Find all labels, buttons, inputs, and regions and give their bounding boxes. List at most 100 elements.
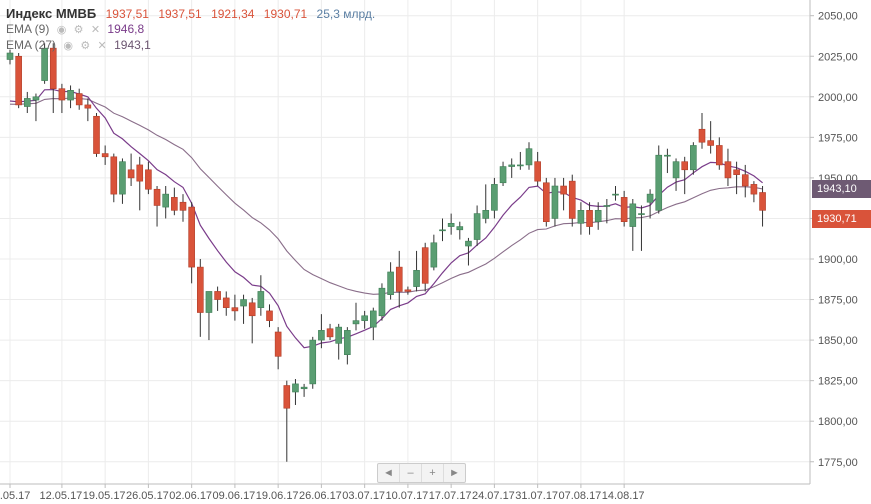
candle — [75, 88, 83, 110]
candle — [309, 336, 317, 389]
candle-body — [447, 223, 455, 227]
ema27-price-tag: 1943,10 — [812, 180, 871, 199]
candle — [171, 187, 178, 216]
ema9-label: EMA (9) — [6, 22, 50, 36]
gear-icon[interactable]: ⚙ — [80, 40, 91, 52]
candle — [127, 153, 135, 187]
candle — [421, 242, 429, 292]
candle-body — [335, 326, 343, 344]
zoom-out-button[interactable]: – — [400, 464, 422, 482]
gear-icon[interactable]: ⚙ — [73, 24, 84, 36]
candle-body — [517, 164, 524, 167]
candle-body — [326, 328, 334, 338]
candle — [525, 142, 533, 170]
candle-body — [698, 128, 706, 143]
candle-body — [542, 182, 550, 222]
candle-body — [655, 154, 663, 211]
high-value: 1937,51 — [158, 7, 202, 21]
legend-ema27-row: EMA (27) ◉ ⚙ ✕ 1943,1 — [6, 38, 375, 54]
legend-main-row: Индекс ММВБ 1937,51 1937,51 1921,34 1930… — [6, 6, 375, 22]
candle-body — [387, 271, 394, 295]
candle-body — [162, 193, 169, 208]
candle-body — [119, 161, 126, 195]
candle-body — [491, 184, 498, 211]
candle — [568, 174, 576, 227]
candle — [93, 113, 100, 157]
scroll-right-button[interactable]: ► — [449, 467, 460, 479]
candle — [369, 307, 377, 341]
candle — [110, 153, 118, 203]
candle-body — [171, 197, 178, 211]
candle — [473, 205, 481, 247]
candle — [283, 380, 291, 462]
ema27-value: 1943,1 — [114, 38, 151, 52]
candle — [326, 323, 334, 341]
candle-body — [352, 320, 360, 325]
candle — [698, 113, 706, 149]
candle — [344, 327, 351, 365]
candle-body — [300, 386, 308, 390]
candle — [6, 49, 14, 65]
x-tick-label: 19.05.17 — [83, 490, 126, 502]
candle — [248, 297, 256, 344]
volume-value: 25,3 млрд. — [316, 7, 376, 21]
close-icon[interactable]: ✕ — [90, 24, 101, 36]
x-tick-label: 03.05.17 — [0, 490, 30, 502]
y-tick-label: 1900,00 — [818, 254, 858, 266]
candle — [67, 85, 74, 109]
candle — [352, 302, 360, 331]
scroll-left-button[interactable]: ◄ — [378, 464, 400, 482]
y-tick-label: 1875,00 — [818, 295, 858, 307]
y-tick-label: 1825,00 — [818, 376, 858, 388]
candle — [560, 177, 567, 211]
candle-body — [205, 291, 213, 313]
candle-body — [197, 266, 204, 313]
visibility-icon[interactable]: ◉ — [63, 40, 73, 52]
candle-body — [473, 213, 481, 240]
candle — [257, 275, 265, 316]
candle-body — [421, 247, 429, 284]
candle-body — [759, 192, 766, 211]
candle — [629, 198, 637, 251]
y-axis: 1775,00 1800,00 1825,00 1850,00 1875,00 1900,… — [809, 0, 858, 484]
candle-body — [309, 339, 317, 385]
zoom-in-button[interactable]: + — [422, 464, 444, 482]
candle-body — [248, 302, 256, 317]
candle-body — [378, 287, 386, 317]
candle — [741, 164, 749, 198]
candle — [101, 145, 109, 165]
candle-body — [6, 52, 14, 60]
x-tick-label: 03.07.17 — [342, 490, 385, 502]
candle — [508, 158, 516, 178]
y-tick-label: 2050,00 — [818, 11, 858, 23]
y-tick-label: 2000,00 — [818, 92, 858, 104]
candle-body — [439, 229, 446, 232]
candle-body — [32, 96, 40, 101]
candle — [153, 186, 161, 227]
close-icon[interactable]: ✕ — [97, 40, 107, 52]
x-tick-label: 19.06.17 — [256, 490, 299, 502]
candle — [197, 259, 204, 337]
candle-body — [551, 185, 559, 219]
candle-body — [127, 169, 135, 179]
candle-body — [525, 148, 533, 166]
candles — [6, 43, 766, 462]
ema27-path — [9, 97, 763, 295]
candle — [499, 161, 507, 187]
candle-body — [231, 307, 239, 312]
candle-body — [629, 203, 637, 227]
candle — [145, 161, 152, 195]
candle — [318, 314, 325, 349]
candle — [15, 53, 22, 109]
instrument-name: Индекс ММВБ — [6, 6, 97, 21]
x-tick-label: 31.07.17 — [515, 490, 558, 502]
candle — [162, 186, 169, 219]
x-tick-label: 26.06.17 — [299, 490, 342, 502]
x-tick-label: 14.08.17 — [602, 490, 645, 502]
candle — [205, 291, 213, 341]
candle — [84, 98, 92, 122]
candle-body — [283, 385, 291, 409]
visibility-icon[interactable]: ◉ — [56, 24, 67, 36]
candle-body — [612, 193, 619, 196]
candle — [672, 158, 680, 191]
